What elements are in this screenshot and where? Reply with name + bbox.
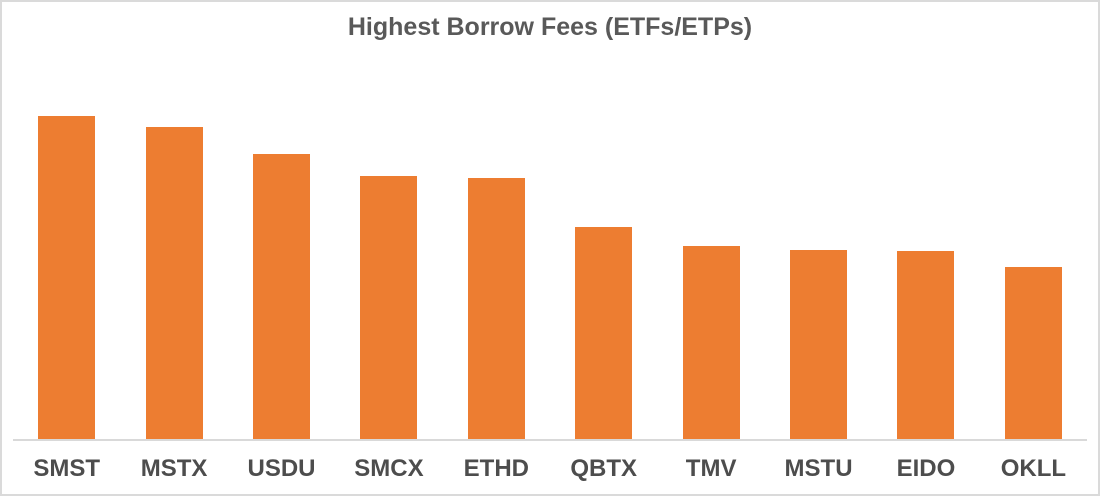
bar-slot-eido [872,100,979,439]
bar-eido [897,251,955,439]
bar-slot-qbtx [550,100,657,439]
bar-slot-mstu [765,100,872,439]
bar-slot-smst [13,100,120,439]
bar-ethd [467,178,525,439]
x-tick-label-usdu: USDU [247,455,316,482]
chart-title: Highest Borrow Fees (ETFs/ETPs) [347,13,753,41]
x-tick-label-ethd: ETHD [463,455,529,482]
bar-slot-smcx [335,100,442,439]
x-tick-label-smcx: SMCX [354,455,424,482]
plot-area [13,100,1087,439]
x-tick-label-smst: SMST [33,455,101,482]
bar-slot-ethd [443,100,550,439]
x-tick-label-mstx: MSTX [140,455,208,482]
x-tick-label-qbtx: QBTX [570,455,638,482]
x-tick-label-mstu: MSTU [784,455,853,482]
bar-qbtx [575,227,633,439]
bar-slot-usdu [228,100,335,439]
x-axis-tick-labels: SMST MSTX USDU SMCX ETHD QBTX TMV MSTU EIDO OKLL [13,455,1087,483]
bar-smst [38,116,96,439]
bar-usdu [253,154,311,439]
bar-mstu [790,250,848,439]
bar-okll [1004,267,1062,439]
bar-tmv [682,246,740,439]
x-tick-label-okll: OKLL [1000,455,1067,482]
bar-slot-okll [980,100,1087,439]
bar-slot-tmv [657,100,764,439]
x-axis-line [13,439,1087,441]
bar-mstx [145,127,203,439]
bar-smcx [360,176,418,439]
bar-slot-mstx [120,100,227,439]
x-tick-label-tmv: TMV [685,455,737,482]
x-tick-label-eido: EIDO [896,455,956,482]
